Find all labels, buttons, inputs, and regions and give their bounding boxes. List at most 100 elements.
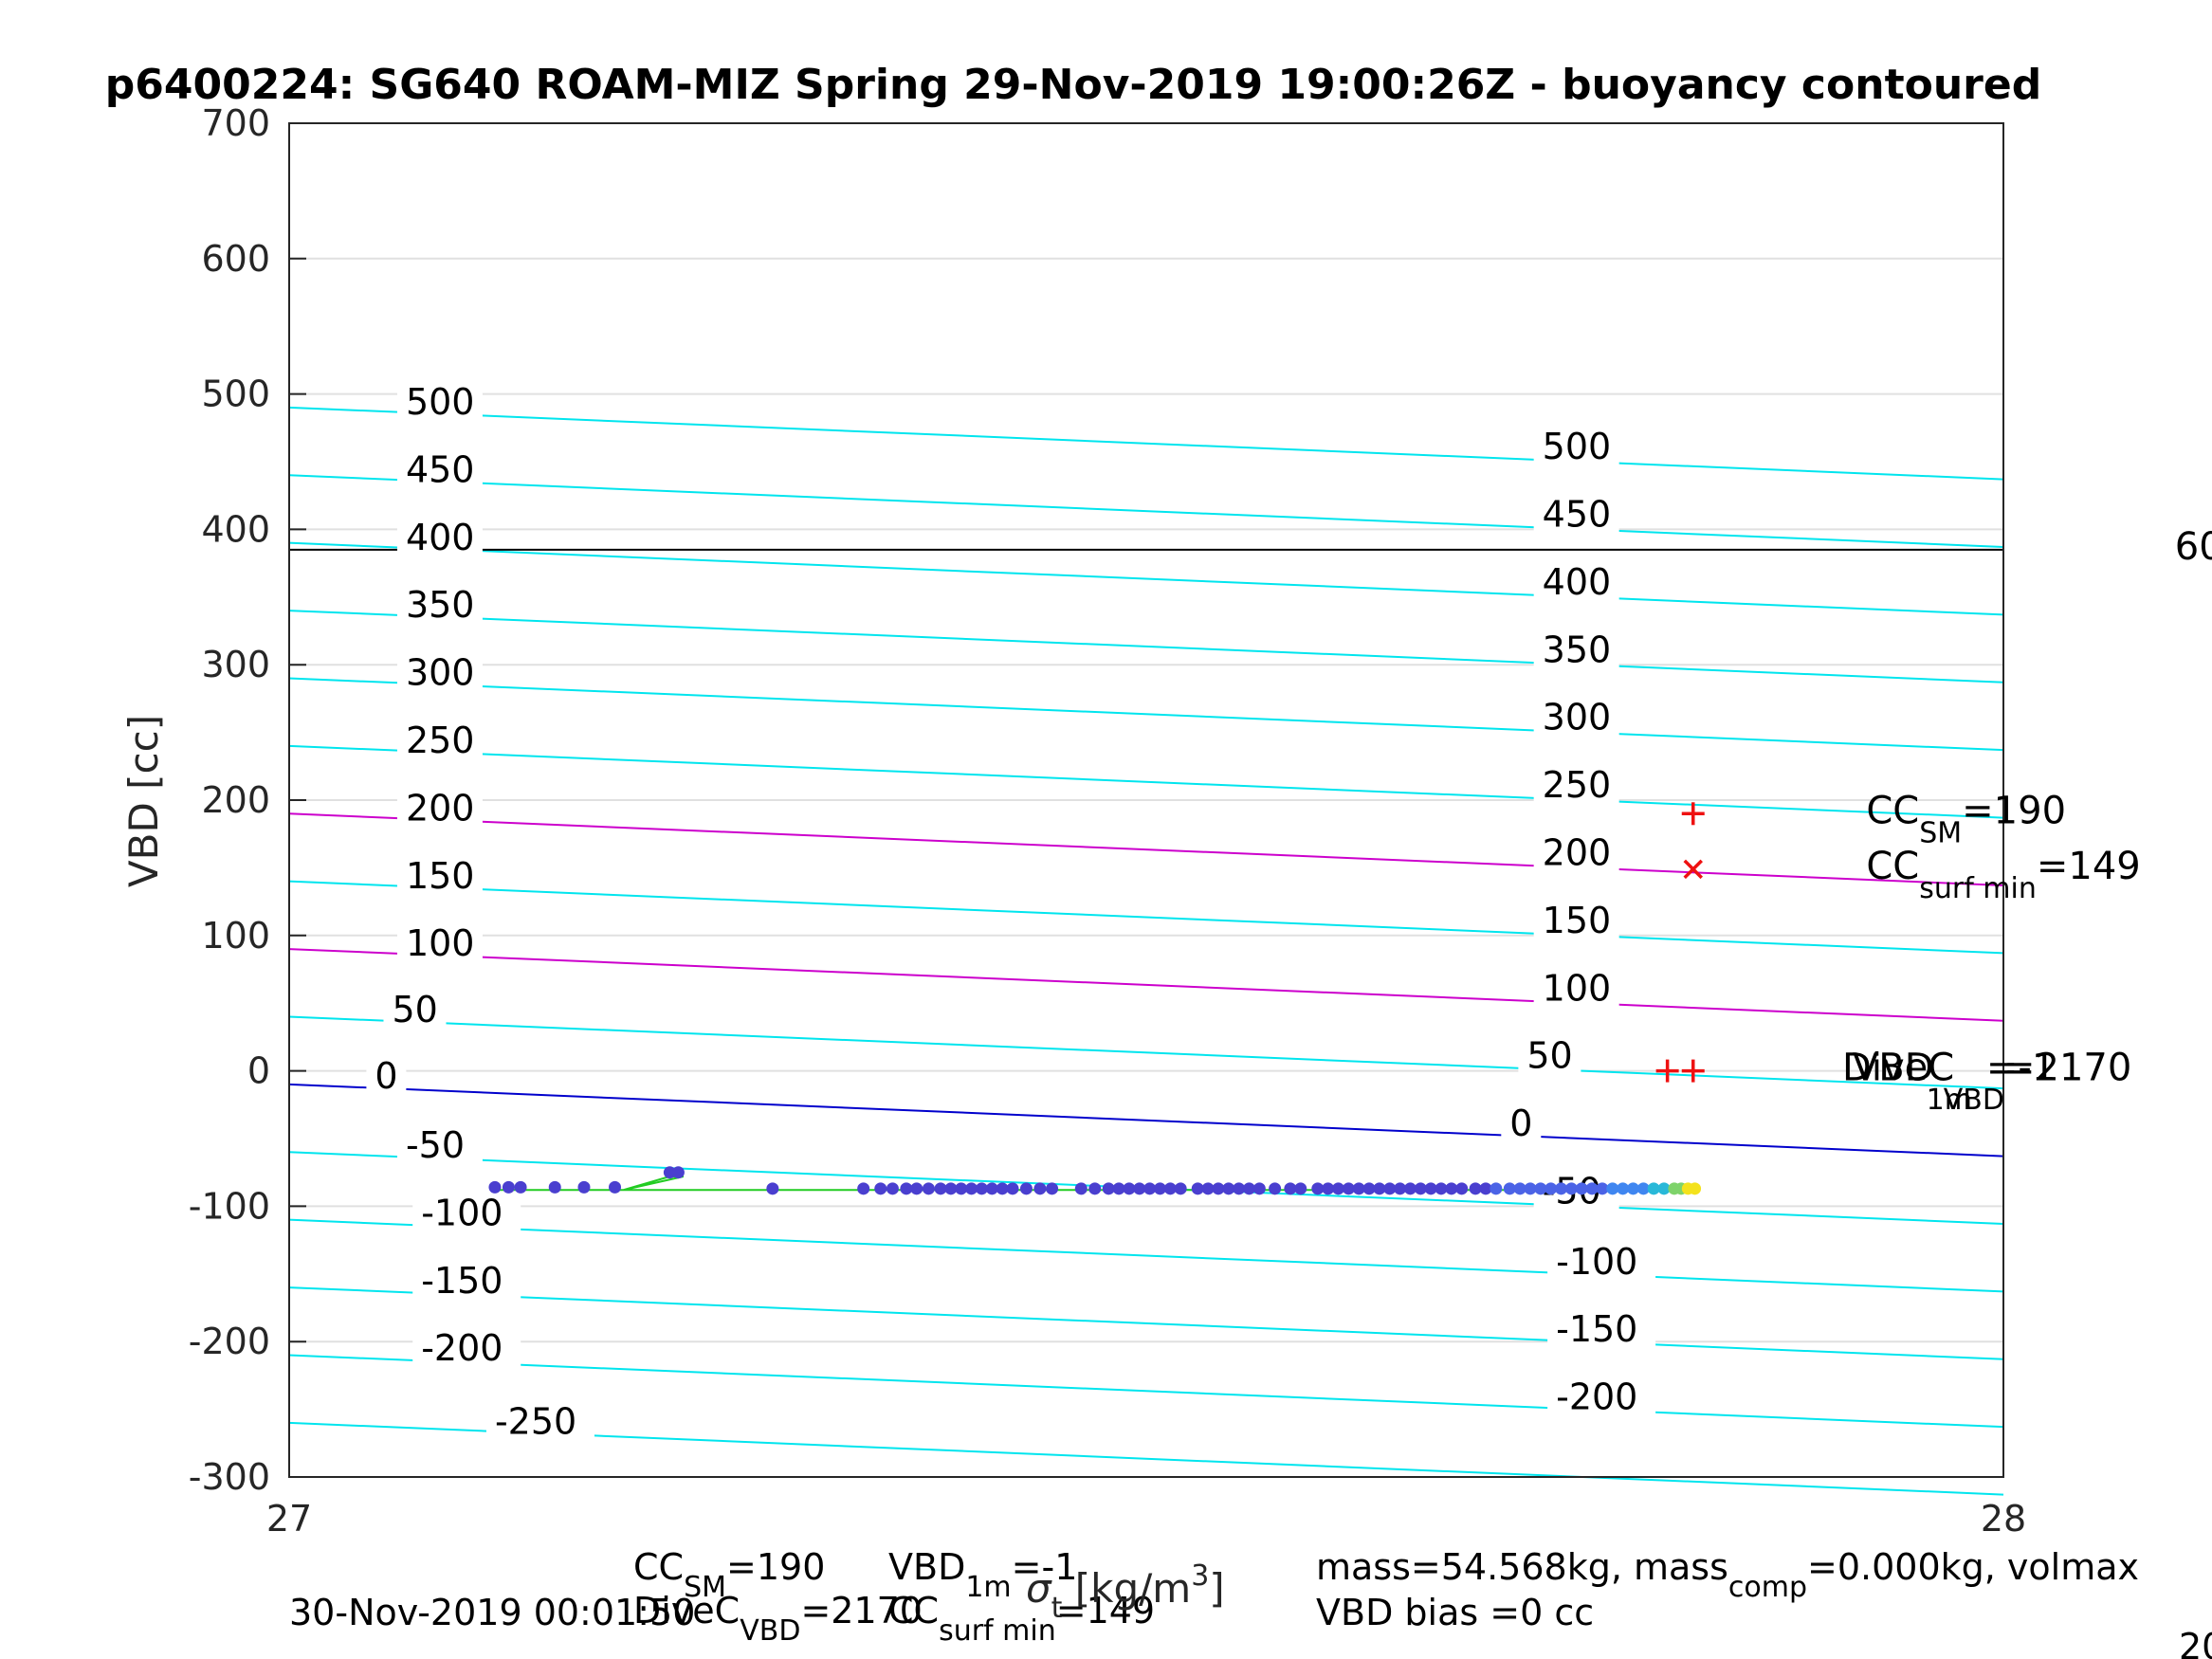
data-point — [1322, 1182, 1335, 1195]
contour-label-bg — [366, 1060, 407, 1099]
x-axis-label: σt [kg/m3] — [1026, 1559, 1225, 1625]
data-point — [609, 1180, 622, 1194]
contour-label-left: 200 — [406, 787, 475, 829]
contour-line-12 — [288, 1218, 2004, 1293]
annot-minus1-over: =-1 — [1986, 1047, 2056, 1090]
data-point — [1657, 1182, 1671, 1195]
data-point — [1545, 1182, 1558, 1195]
data-point — [1469, 1182, 1482, 1195]
data-point — [1352, 1182, 1365, 1195]
marker-plus — [1681, 802, 1705, 826]
contour-label-left: 300 — [406, 652, 475, 694]
data-point — [1626, 1182, 1639, 1195]
data-point — [1383, 1182, 1397, 1195]
data-point — [996, 1182, 1009, 1195]
contour-label-right: 100 — [1543, 967, 1612, 1009]
data-point — [1564, 1182, 1578, 1195]
contour-label-bg — [1533, 903, 1619, 942]
contour-label-bg — [1533, 972, 1619, 1011]
data-point — [874, 1182, 887, 1195]
data-point — [488, 1180, 502, 1194]
data-point — [1252, 1182, 1266, 1195]
contour-label-left: -50 — [406, 1124, 465, 1166]
contour-label-right: 300 — [1543, 697, 1612, 738]
contour-label-right: 50 — [1526, 1035, 1572, 1077]
contour-label-right: 350 — [1543, 629, 1612, 670]
annot-divec-over: DiveC — [1842, 1047, 1954, 1090]
data-point — [1435, 1182, 1448, 1195]
footer-divec-vbd: DiveCVBD=2170 — [633, 1590, 923, 1648]
contour-label-left: 500 — [406, 381, 475, 423]
data-point — [1414, 1182, 1427, 1195]
data-point — [886, 1182, 899, 1195]
data-point — [1534, 1182, 1547, 1195]
data-point — [1490, 1182, 1503, 1195]
contour-line-5 — [288, 744, 2004, 819]
contour-label-left: -150 — [421, 1260, 503, 1302]
contour-label-bg — [412, 1196, 521, 1235]
y-tick-label: 300 — [201, 644, 270, 685]
data-point — [1606, 1182, 1619, 1195]
contour-label-left: 100 — [406, 922, 475, 964]
contour-label-bg — [1533, 701, 1619, 739]
contour-label-left: 50 — [392, 989, 437, 1030]
data-point — [1153, 1182, 1166, 1195]
data-point — [1074, 1182, 1088, 1195]
marker-cross — [1683, 859, 1703, 880]
contour-label-bg — [396, 724, 483, 763]
contour-label-right: -150 — [1556, 1308, 1637, 1350]
contour-line-4 — [288, 677, 2004, 752]
data-point — [1445, 1182, 1458, 1195]
footer-cc-surf-min: CCsurf min=149 — [888, 1590, 1155, 1648]
footer-cc-sm: CCSM=190 — [633, 1546, 825, 1604]
data-point — [1373, 1182, 1386, 1195]
y-tick-label: 100 — [201, 915, 270, 957]
reference-markers — [1655, 802, 1705, 1083]
data-point — [1479, 1182, 1492, 1195]
contour-line-14 — [288, 1354, 2004, 1429]
annot-cc-surf-min: CCsurf min=149 — [1866, 845, 2140, 905]
contour-label-bg — [396, 1128, 483, 1167]
data-point — [1311, 1182, 1325, 1195]
annot-edge-600: 60 — [2175, 525, 2212, 569]
marker-stroke — [1683, 859, 1703, 880]
contour-line-3 — [288, 610, 2004, 684]
data-point — [1513, 1182, 1526, 1195]
data-point — [1174, 1182, 1187, 1195]
annot-val-2170-over: =2170 — [2003, 1047, 2131, 1090]
y-tick-label: -200 — [189, 1321, 270, 1362]
contour-label-right: 500 — [1543, 426, 1612, 467]
contour-label-bg — [1533, 633, 1619, 672]
contour-line-2 — [288, 541, 2004, 616]
data-point — [1394, 1182, 1407, 1195]
data-point — [1284, 1182, 1297, 1195]
data-point — [1585, 1182, 1599, 1195]
contour-label-bg — [396, 792, 483, 830]
x-tick-label: 28 — [1981, 1498, 2026, 1540]
contour-label-bg — [1533, 498, 1619, 537]
contour-line-1 — [288, 474, 2004, 548]
data-point — [1269, 1182, 1282, 1195]
data-point — [922, 1182, 935, 1195]
annot-vbd-over: VBD — [1853, 1047, 1934, 1090]
y-tick-label: 500 — [201, 374, 270, 415]
data-point — [900, 1182, 913, 1195]
data-point — [934, 1182, 947, 1195]
contour-label-left: 250 — [406, 720, 475, 761]
data-point — [1689, 1182, 1702, 1195]
x-tick-label: 27 — [266, 1498, 312, 1540]
data-point — [1102, 1182, 1115, 1195]
data-point — [955, 1182, 968, 1195]
dive-data-series — [488, 1166, 1702, 1195]
data-point — [1362, 1182, 1376, 1195]
contour-label-bg — [1547, 1245, 1656, 1284]
contour-label-left: -200 — [421, 1327, 503, 1369]
contour-line-6 — [288, 812, 2004, 886]
y-axis-label: VBD [cc] — [120, 715, 167, 887]
annot-sub-1m-over: 1m — [1927, 1084, 1972, 1117]
contour-label-bg — [396, 927, 483, 966]
contour-label-bg — [1547, 1380, 1656, 1419]
contour-label-left: 0 — [375, 1055, 397, 1097]
footer-vbd-bias: VBD bias =0 cc — [1316, 1592, 1594, 1633]
